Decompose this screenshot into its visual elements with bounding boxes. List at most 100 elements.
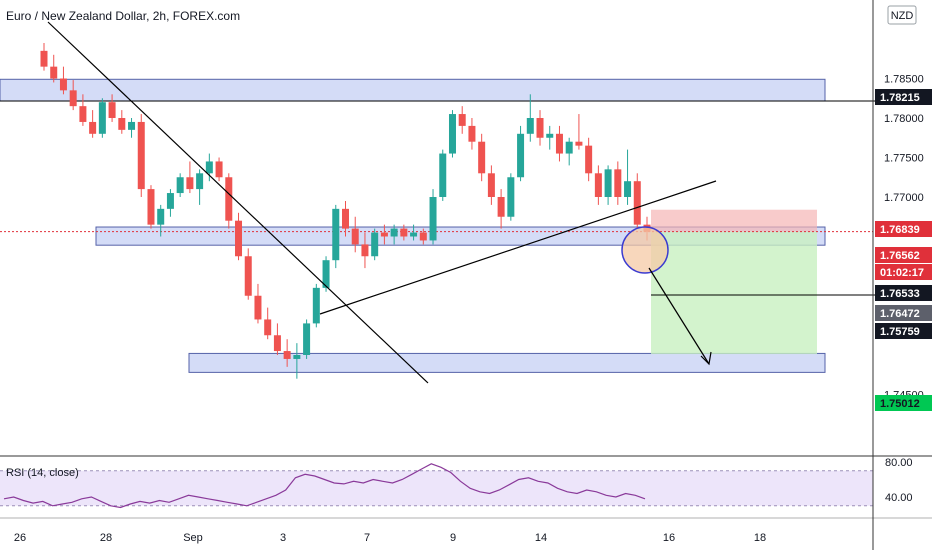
price-tick-label: 1.77000 [884, 192, 924, 204]
candle-body [390, 228, 398, 237]
candle-body [176, 177, 184, 194]
time-tick-label: 26 [14, 532, 26, 544]
candle-body [147, 189, 155, 225]
candle-body [546, 133, 554, 138]
candlestick-series [40, 42, 651, 379]
projection-arrow-head [700, 351, 712, 366]
currency-badge[interactable]: NZD [891, 10, 914, 22]
price-tag-label: 1.76533 [880, 288, 920, 300]
candle-body [254, 295, 262, 320]
time-tick-label: 3 [280, 532, 286, 544]
upper-supply-zone [0, 78, 826, 102]
candle-body [157, 208, 165, 225]
time-tick-label: 28 [100, 532, 112, 544]
time-tick-label: 9 [450, 532, 456, 544]
price-tag-label: 1.78215 [880, 92, 920, 104]
descending-trendline [47, 21, 429, 384]
candle-body [215, 161, 223, 178]
candle-body [555, 133, 563, 154]
candle-body [517, 133, 525, 178]
candle-body [507, 177, 515, 217]
chart-title: Euro / New Zealand Dollar, 2h, FOREX.com [6, 9, 240, 23]
candle-body [497, 197, 505, 217]
price-tag-box [875, 323, 932, 339]
candle-body [205, 161, 213, 174]
price-tick-label: 1.78500 [884, 74, 924, 86]
time-tick-label: 18 [754, 532, 766, 544]
price-tag-box [875, 305, 932, 321]
price-tick-label: 1.77500 [884, 153, 924, 165]
lower-demand-zone [188, 352, 826, 373]
candle-body [351, 228, 359, 245]
price-tag-label: 1.76839 [880, 224, 920, 236]
rsi-tick-label: 40.00 [885, 492, 913, 504]
price-tag-box [875, 264, 932, 280]
candle-body [137, 121, 145, 190]
rsi-line [3, 463, 646, 509]
candle-body [439, 153, 447, 197]
candle-body [585, 145, 593, 174]
ascending-trendline [319, 180, 717, 315]
candle-body [98, 102, 106, 134]
candle-body [322, 260, 330, 288]
candle-body [342, 208, 349, 229]
candle-body [128, 121, 136, 130]
candle-body [380, 232, 388, 237]
candle-body [536, 118, 544, 138]
price-tick-label: 1.78000 [884, 113, 924, 125]
price-tag-label: 1.75759 [880, 326, 920, 338]
candle-body [526, 118, 534, 134]
candle-body [89, 121, 97, 134]
currency-badge-box[interactable] [887, 5, 917, 25]
projection-arrow-shaft [648, 267, 710, 365]
candle-body [429, 197, 437, 241]
candle-body [196, 173, 204, 190]
candle-body [594, 173, 602, 197]
candle-body [293, 355, 301, 359]
rsi-tick-label: 80.00 [885, 457, 913, 469]
price-tag-box [875, 247, 932, 263]
candle-body [59, 78, 67, 91]
price-tag-box [875, 89, 932, 105]
price-tag-label: 01:02:17 [880, 267, 924, 279]
rsi-overbought-oversold-band [0, 470, 873, 506]
time-tick-label: Sep [183, 532, 203, 544]
time-tick-label: 14 [535, 532, 547, 544]
candle-body [361, 244, 369, 257]
candle-body [565, 141, 573, 154]
candle-body [371, 232, 379, 257]
candle-body [283, 351, 291, 359]
candle-body [118, 118, 126, 130]
candle-body [604, 169, 612, 197]
price-tag-box [875, 221, 932, 237]
candle-body [166, 193, 174, 209]
candle-body [614, 169, 622, 197]
candle-body [575, 141, 583, 146]
candle-body [40, 50, 48, 67]
candle-body [244, 256, 252, 296]
candle-body [332, 208, 340, 261]
price-tag-label: 1.76472 [880, 308, 920, 320]
candle-body [50, 66, 58, 79]
candle-body [624, 181, 632, 197]
candle-body [458, 114, 466, 126]
price-tag-label: 1.75012 [880, 398, 920, 410]
price-tag-box [875, 395, 932, 411]
price-tag-box [875, 285, 932, 301]
candle-body [186, 177, 194, 190]
time-tick-label: 16 [663, 532, 675, 544]
time-tick-label: 7 [364, 532, 370, 544]
candle-body [303, 323, 311, 355]
candle-body [79, 106, 87, 122]
candle-body [448, 114, 456, 154]
take-profit-box [651, 231, 817, 355]
candle-body [400, 228, 408, 237]
rsi-axis-ticks: 80.00 40.00 [885, 457, 913, 504]
candle-body [273, 335, 281, 352]
candle-body [69, 90, 77, 107]
candle-body [633, 181, 641, 225]
time-axis-ticks: 26 28 Sep 3 7 9 14 16 18 [14, 532, 766, 544]
candle-body [419, 232, 427, 241]
candle-body [487, 173, 495, 197]
